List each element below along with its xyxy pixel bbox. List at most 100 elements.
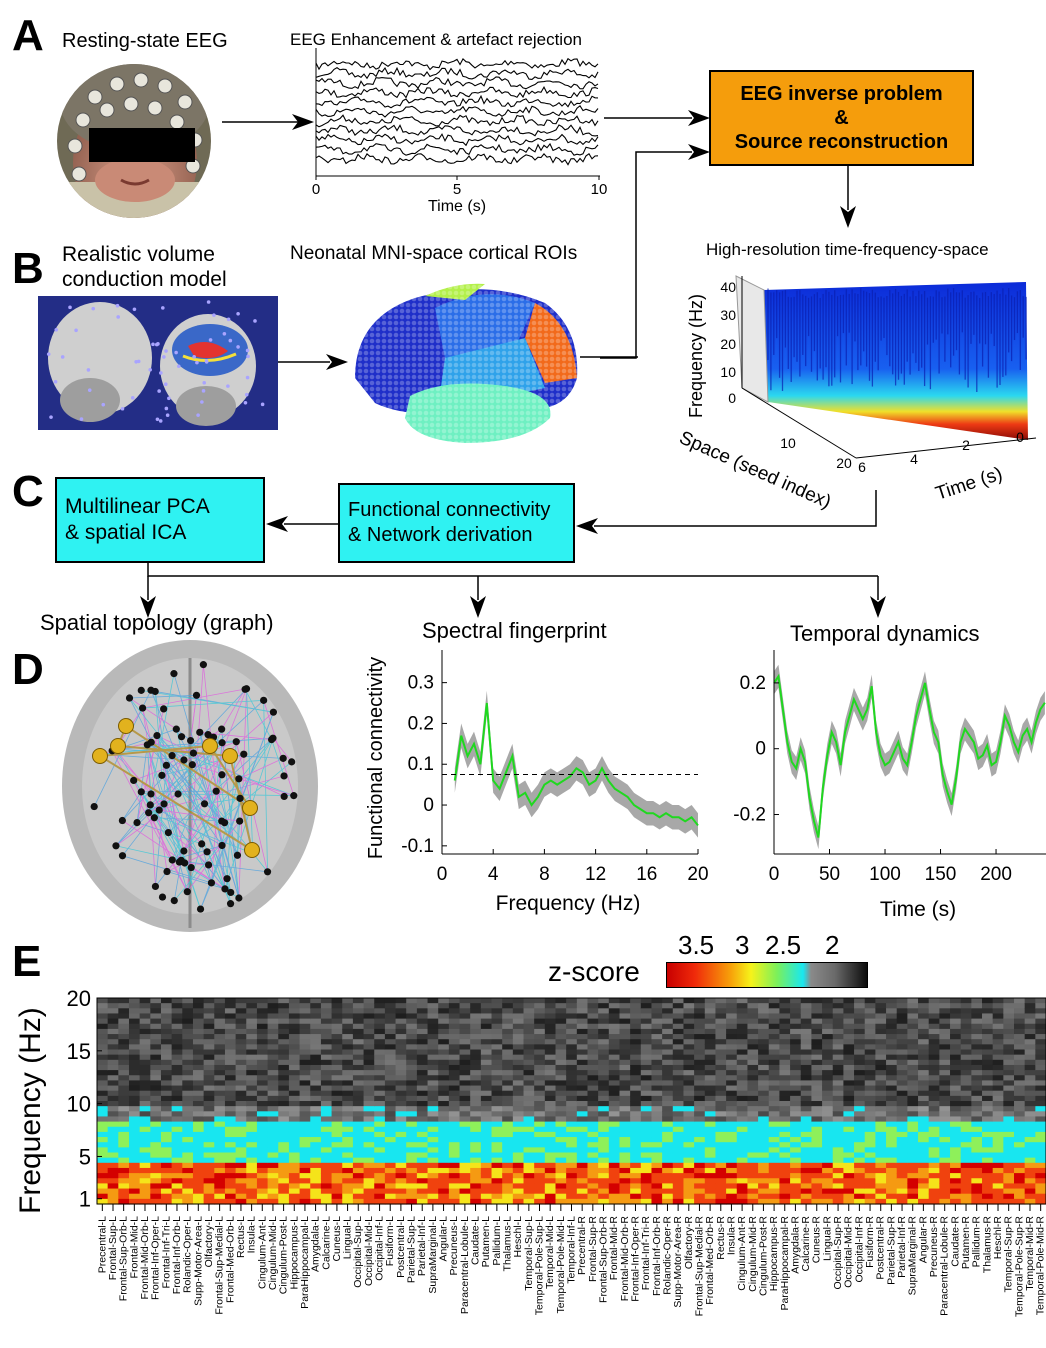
heatmap-cell: [288, 1008, 301, 1015]
heatmap-cell: [726, 1054, 738, 1061]
heatmap-cell: [598, 1183, 610, 1190]
heatmap-cell: [128, 1028, 141, 1035]
heatmap-cell: [715, 1101, 727, 1107]
heatmap-cell: [587, 1111, 599, 1118]
heatmap-cell: [118, 1018, 130, 1025]
heatmap-cell: [395, 1034, 407, 1040]
heatmap-cell: [587, 1173, 599, 1179]
roi-title: Neonatal MNI-space cortical ROIs: [290, 243, 578, 264]
heatmap-cell: [470, 1162, 482, 1169]
heatmap-cell: [523, 1126, 535, 1133]
heatmap-cell: [726, 1167, 738, 1174]
heatmap-cell: [438, 1126, 450, 1133]
heatmap-cell: [555, 1106, 567, 1112]
region-label: ParaHippocampal-R: [779, 1216, 791, 1311]
heatmap-cell: [843, 1090, 855, 1097]
heatmap-cell: [224, 1198, 237, 1205]
heatmap-cell: [662, 1013, 674, 1020]
heatmap-cell: [896, 1059, 908, 1066]
heatmap-cell: [662, 1116, 674, 1123]
heatmap-cell: [907, 1126, 919, 1133]
heatmap-cell: [843, 1131, 855, 1138]
heatmap-cell: [224, 1013, 237, 1020]
heatmap-cell: [960, 1044, 972, 1051]
heatmap-cell: [566, 1167, 578, 1174]
heatmap-cell: [384, 1167, 397, 1174]
heatmap-cell: [523, 1111, 535, 1118]
heatmap-cell: [576, 1142, 589, 1148]
heatmap-cell: [960, 1111, 972, 1118]
heatmap-cell: [896, 1044, 908, 1051]
heatmap-cell: [896, 1090, 908, 1097]
heatmap-cell: [320, 1008, 333, 1015]
region-label: Frontal-Mid-L: [128, 1216, 140, 1279]
heatmap-cell: [854, 1147, 866, 1154]
heatmap-cell: [544, 1003, 557, 1009]
heatmap-cell: [982, 1173, 994, 1179]
heatmap-cell: [864, 1152, 876, 1159]
heatmap-cell: [480, 998, 493, 1004]
heatmap-cell: [406, 1028, 418, 1035]
region-label: Temporal-Pole-Mid-R: [1035, 1216, 1046, 1316]
heatmap-cell: [534, 1157, 546, 1164]
heatmap-cell: [747, 1008, 759, 1015]
graph-node: [145, 809, 153, 817]
graph-node: [260, 696, 268, 704]
heatmap-cell: [768, 1085, 781, 1092]
heatmap-cell: [832, 1116, 845, 1123]
heatmap-cell: [534, 1018, 546, 1025]
heatmap-cell: [726, 998, 738, 1004]
heatmap-cell: [235, 1013, 247, 1020]
graph-edge: [199, 731, 272, 741]
heatmap-cell: [640, 1028, 653, 1035]
heatmap-cell: [534, 1147, 546, 1154]
heatmap-cell: [555, 1003, 567, 1009]
heatmap-cell: [960, 1080, 972, 1087]
heatmap-cell: [214, 1034, 226, 1040]
heatmap-cell: [683, 1080, 695, 1087]
heatmap-cell: [438, 998, 450, 1004]
heatmap-cell: [726, 1106, 738, 1112]
heatmap-cell: [363, 1162, 375, 1169]
region-label: Occipital-Mid-R: [843, 1216, 855, 1288]
heatmap-cell: [672, 1080, 685, 1087]
graph-node: [212, 787, 220, 795]
heatmap-cell: [822, 1070, 834, 1076]
heatmap-cell: [928, 1034, 940, 1040]
heatmap-cell: [470, 1039, 482, 1045]
heatmap-cell: [971, 1198, 983, 1205]
heatmap-cell: [822, 1193, 834, 1200]
heatmap-cell: [427, 1085, 439, 1092]
heatmap-cell: [566, 1054, 578, 1061]
heatmap-cell: [512, 1173, 525, 1179]
heatmap-cell: [811, 1075, 823, 1081]
heatmap-cell: [491, 1147, 503, 1154]
heatmap-cell: [832, 1131, 845, 1138]
heatmap-cell: [736, 1142, 749, 1148]
heatmap-cell: [758, 1106, 770, 1112]
heatmap-cell: [704, 1131, 717, 1138]
heatmap-cell: [395, 1013, 407, 1020]
heatmap-cell: [939, 998, 951, 1004]
heatmap-cell: [779, 1054, 791, 1061]
heatmap-cell: [672, 1111, 685, 1118]
heatmap-cell: [843, 1054, 855, 1061]
region-label: Frontal-Sup-Orb-R: [597, 1216, 609, 1303]
heatmap-cell: [416, 1003, 429, 1009]
heatmap-cell: [502, 1018, 514, 1025]
heatmap-cell: [896, 1018, 908, 1025]
heatmap-cell: [875, 1121, 887, 1128]
heatmap-cell: [97, 1121, 109, 1128]
heatmap-cell: [427, 1106, 439, 1112]
region-label: Precuneus-R: [928, 1216, 940, 1278]
heatmap-cell: [416, 1188, 429, 1195]
heatmap-cell: [470, 1121, 482, 1128]
heatmap-cell: [992, 1173, 1004, 1179]
y-tick-label: -0.1: [401, 836, 434, 857]
heatmap-cell: [246, 1049, 258, 1056]
heatmap-cell: [608, 1157, 621, 1164]
heatmap-cell: [907, 1070, 919, 1076]
heatmap-cell: [811, 1193, 823, 1200]
heatmap-cell: [811, 1111, 823, 1118]
heatmap-cell: [587, 1023, 599, 1030]
